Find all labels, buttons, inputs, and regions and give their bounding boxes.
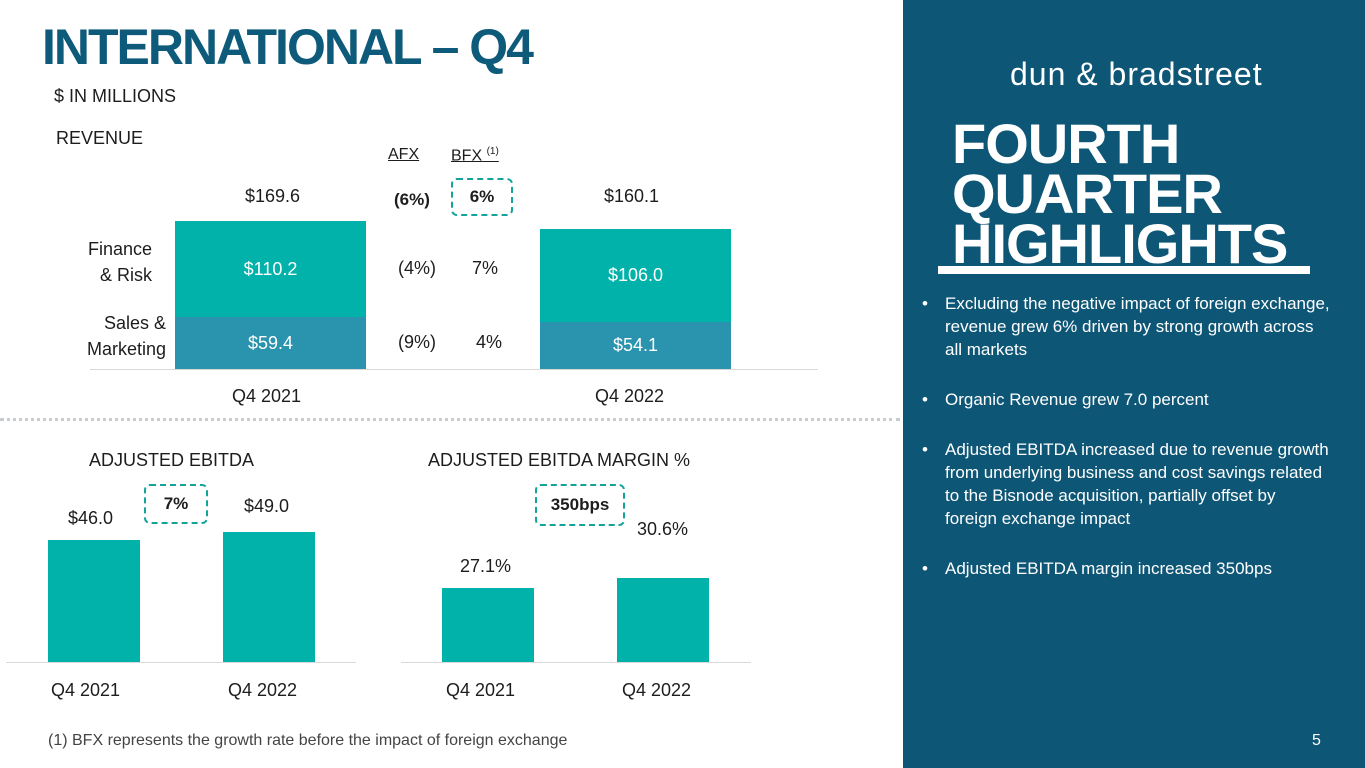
margin-category-q4-2022: Q4 2022: [622, 680, 692, 700]
ebitda-bar-q4-2022: [223, 532, 315, 662]
company-logo: dun & bradstreet: [1010, 56, 1263, 92]
highlight-bullet: Organic Revenue grew 7.0 percent: [922, 388, 1332, 411]
highlight-bullet: Adjusted EBITDA margin increased 350bps: [922, 557, 1332, 580]
highlights-heading-line-3: HIGHLIGHTS: [952, 212, 1288, 275]
margin-growth-highlight: 350bps: [535, 484, 625, 526]
revenue-label: REVENUE: [56, 128, 144, 148]
row-label-sales-marketing: Sales & Marketing: [86, 313, 166, 359]
ebitda-growth: 7%: [163, 494, 189, 513]
bfx-footnote-ref: (1): [486, 146, 499, 157]
ebitda-category-q4-2022: Q4 2022: [228, 680, 298, 700]
margin-bar-q4-2022: [617, 578, 709, 662]
units-label: $ IN MILLIONS: [54, 86, 177, 106]
margin-label: ADJUSTED EBITDA MARGIN %: [428, 450, 691, 470]
heading-underline: [938, 266, 1310, 274]
revenue-bar-sales-q4-2021: $59.4: [175, 317, 366, 369]
ebitda-category-q4-2021: Q4 2021: [51, 680, 121, 700]
bfx-total-highlight: 6%: [451, 178, 513, 216]
highlights-panel: [903, 0, 1365, 768]
ebitda-axis: [6, 662, 356, 663]
revenue-bar-sales-q4-2022: $54.1: [540, 321, 731, 369]
ebitda-value-q4-2022: $49.0: [244, 496, 290, 516]
bfx-sales: 4%: [476, 332, 503, 352]
afx-header: AFX: [388, 146, 420, 163]
margin-axis: [401, 662, 751, 663]
margin-bar-q4-2021: [442, 588, 534, 662]
bfx-total: 6%: [469, 187, 495, 206]
revenue-axis: [90, 369, 818, 370]
margin-growth: 350bps: [550, 495, 610, 514]
revenue-category-q4-2022: Q4 2022: [595, 386, 665, 406]
page-number: 5: [1312, 732, 1321, 749]
revenue-total-q4-2021: $169.6: [245, 186, 301, 206]
ebitda-label: ADJUSTED EBITDA: [89, 450, 255, 470]
bfx-finance: 7%: [472, 258, 499, 278]
revenue-bar-finance-q4-2022: $106.0: [540, 229, 731, 322]
ebitda-bar-q4-2021: [48, 540, 140, 662]
revenue-category-q4-2021: Q4 2021: [232, 386, 302, 406]
row-label-finance-risk: Finance & Risk: [87, 239, 152, 285]
footnote: (1) BFX represents the growth rate befor…: [48, 732, 568, 749]
revenue-total-q4-2022: $160.1: [604, 186, 660, 206]
highlights-heading-line-2: QUARTER: [952, 162, 1223, 225]
afx-finance: (4%): [398, 258, 437, 278]
margin-value-q4-2022: 30.6%: [637, 519, 689, 539]
margin-value-q4-2021: 27.1%: [460, 556, 512, 576]
page-title: INTERNATIONAL – Q4: [42, 19, 534, 75]
highlights-list: Excluding the negative impact of foreign…: [922, 292, 1332, 607]
ebitda-value-q4-2021: $46.0: [68, 508, 114, 528]
highlight-bullet: Adjusted EBITDA increased due to revenue…: [922, 438, 1332, 530]
highlights-heading-line-1: FOURTH: [952, 112, 1180, 175]
afx-sales: (9%): [398, 332, 437, 352]
bfx-header: BFX (1): [451, 146, 499, 165]
revenue-bar-finance-q4-2021: $110.2: [175, 221, 366, 318]
margin-category-q4-2021: Q4 2021: [446, 680, 516, 700]
highlight-bullet: Excluding the negative impact of foreign…: [922, 292, 1332, 361]
section-divider: [0, 418, 900, 421]
afx-total: (6%): [394, 190, 430, 209]
ebitda-growth-highlight: 7%: [144, 484, 208, 524]
